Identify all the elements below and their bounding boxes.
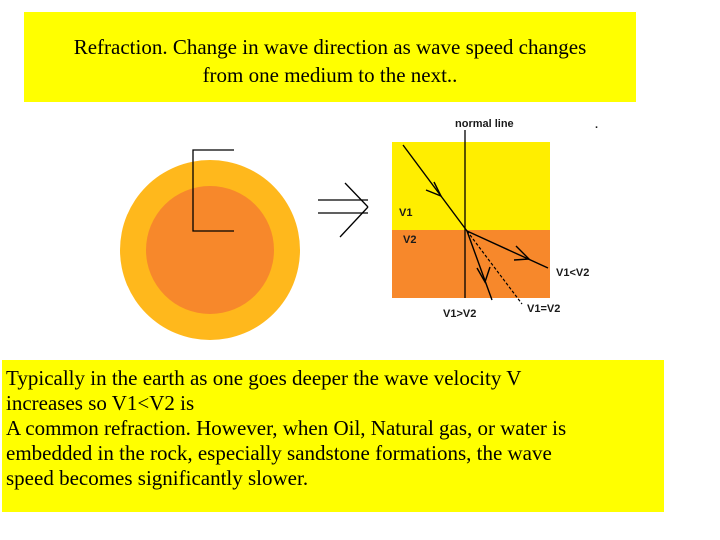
straight-ray-v1-eq-v2 bbox=[466, 230, 523, 305]
incident-arrowhead bbox=[425, 181, 443, 198]
earth-inner-layer bbox=[146, 186, 274, 314]
title-line-2: from one medium to the next.. bbox=[202, 63, 458, 87]
body-line-4: embedded in the rock, especially sandsto… bbox=[6, 441, 552, 465]
stray-dot: . bbox=[595, 119, 598, 131]
body-line-3: A common refraction. However, when Oil, … bbox=[6, 416, 567, 440]
body-text-box: Typically in the earth as one goes deepe… bbox=[2, 360, 664, 512]
refracted-arrowhead-v1-gt-v2 bbox=[476, 266, 491, 284]
bracket-outline bbox=[192, 149, 234, 232]
body-line-5: speed becomes significantly slower. bbox=[6, 466, 309, 490]
title-line-1: Refraction. Change in wave direction as … bbox=[73, 35, 587, 59]
body-line-1: Typically in the earth as one goes deepe… bbox=[6, 366, 522, 390]
implies-arrow-icon bbox=[318, 182, 369, 238]
normal-line-label: normal line bbox=[455, 118, 514, 130]
v1-eq-v2-label: V1=V2 bbox=[527, 303, 560, 315]
refracted-ray-v1-gt-v2 bbox=[466, 230, 493, 301]
refracted-ray-v1-lt-v2 bbox=[466, 230, 549, 269]
body-line-2: increases so V1<V2 is bbox=[6, 391, 195, 415]
incident-ray bbox=[402, 144, 468, 232]
title-banner: Refraction. Change in wave direction as … bbox=[24, 12, 636, 102]
upper-medium bbox=[392, 142, 550, 230]
v1-gt-v2-label: V1>V2 bbox=[443, 308, 476, 320]
v1-label: V1 bbox=[399, 207, 412, 219]
refracted-arrowhead-v1-lt-v2 bbox=[513, 245, 531, 261]
v1-lt-v2-label: V1<V2 bbox=[556, 267, 589, 279]
v2-label: V2 bbox=[403, 234, 416, 246]
